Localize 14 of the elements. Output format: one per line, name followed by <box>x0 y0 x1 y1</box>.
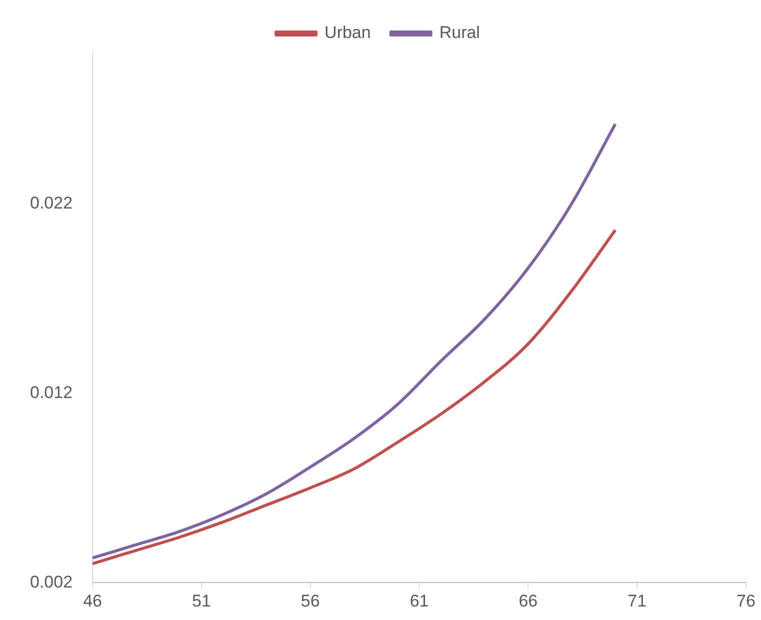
y-tick-label: 0.022 <box>30 193 73 212</box>
legend-label: Rural <box>439 23 480 42</box>
legend-label: Urban <box>324 23 371 42</box>
x-tick-label: 76 <box>736 591 756 610</box>
x-tick-label: 46 <box>83 591 102 610</box>
x-tick-label: 56 <box>300 591 320 610</box>
x-tick-label: 61 <box>410 591 429 610</box>
x-tick-label: 66 <box>518 591 538 610</box>
y-tick-label: 0.012 <box>30 382 73 402</box>
x-tick-label: 71 <box>628 591 647 610</box>
line-series <box>92 228 617 566</box>
line-series <box>92 122 617 560</box>
x-tick-label: 51 <box>192 591 211 610</box>
y-tick-label: 0.002 <box>30 572 73 592</box>
